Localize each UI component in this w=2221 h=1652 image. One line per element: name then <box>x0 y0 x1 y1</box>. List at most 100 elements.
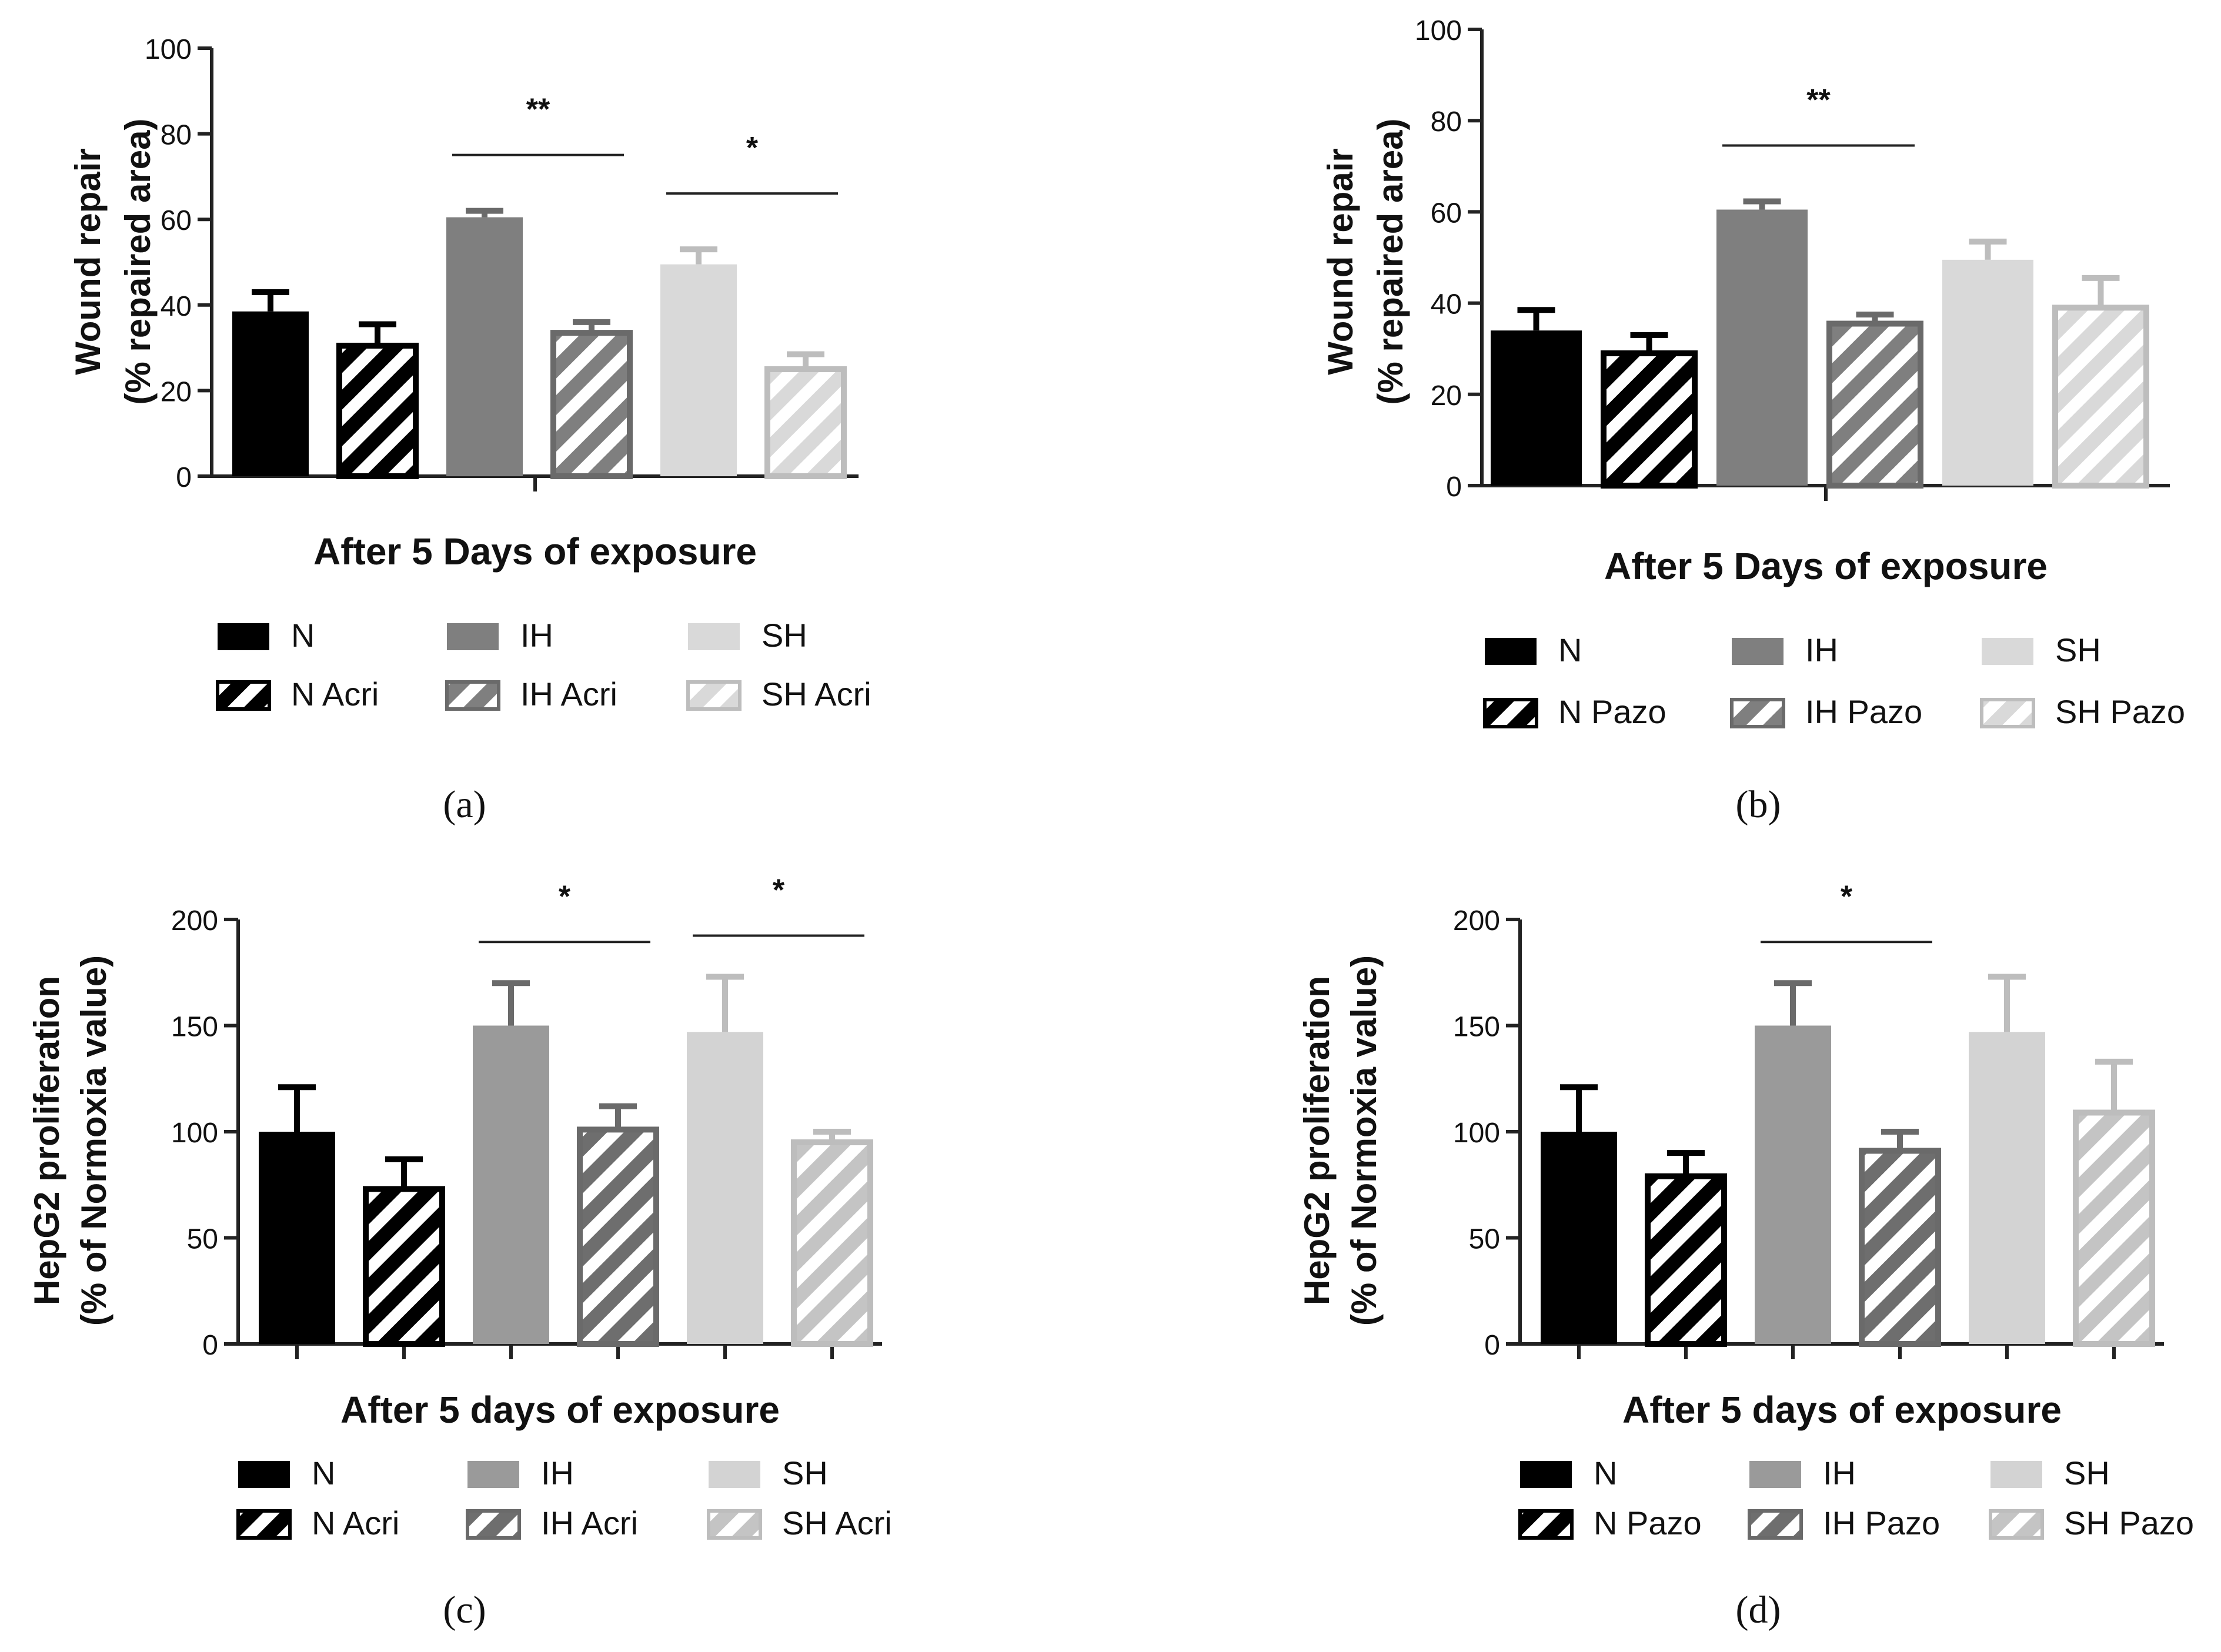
panel-c: 0 50 100 150 200 HepG2 proliferation (% of Nor… <box>27 873 892 1631</box>
y-tick-label: 40 <box>1431 289 1462 320</box>
panel-caption: (a) <box>443 783 486 826</box>
significance-label: ** <box>526 93 550 127</box>
legend-swatch <box>447 623 499 650</box>
bar-sh-acri <box>791 1139 873 1347</box>
legend-swatch <box>1520 1461 1572 1488</box>
bar-sh <box>660 264 737 476</box>
y-axis-label: HepG2 proliferation <box>27 976 66 1305</box>
panel-caption: (c) <box>443 1589 486 1631</box>
bar-ih-pazo <box>1859 1148 1941 1347</box>
legend-swatch <box>686 680 742 711</box>
legend-label: SH Acri <box>782 1504 892 1541</box>
panel-caption: (b) <box>1736 783 1781 826</box>
legend-label: N <box>291 617 315 654</box>
bar-n <box>1541 1132 1617 1344</box>
y-tick-label: 0 <box>202 1330 218 1361</box>
bar-n-acri <box>363 1186 445 1347</box>
legend-label: N Pazo <box>1594 1504 1702 1541</box>
y-tick-label: 100 <box>1415 15 1462 46</box>
legend-swatch <box>1485 638 1537 665</box>
x-axis-label: After 5 Days of exposure <box>1604 545 2048 587</box>
legend-label: IH Acri <box>541 1504 638 1541</box>
legend-label: IH Pazo <box>1823 1504 1940 1541</box>
bar-n <box>259 1132 335 1344</box>
bar-ih <box>446 217 523 476</box>
y-axis-label-line2: (% of Normoxia value) <box>1344 955 1384 1326</box>
bar-n-pazo <box>1601 350 1698 489</box>
legend-swatch <box>1982 638 2033 665</box>
y-tick-label: 200 <box>1453 905 1500 937</box>
bar-n-acri <box>336 342 419 480</box>
panel-b: 0 20 40 60 80 100 Wound repair (% repaired area… <box>1321 15 2185 826</box>
legend-label: IH <box>1823 1454 1856 1492</box>
legend-swatch <box>707 1509 762 1540</box>
legend-label: SH <box>2064 1454 2110 1492</box>
legend-label: IH <box>541 1454 574 1492</box>
legend-label: SH <box>782 1454 828 1492</box>
y-tick-label: 50 <box>1469 1224 1500 1255</box>
y-axis-label-line2: (% of Normoxia value) <box>74 955 113 1326</box>
legend-label: N <box>312 1454 335 1492</box>
bar-n <box>232 311 309 476</box>
bar-ih <box>1716 209 1808 486</box>
bar-ih-acri <box>577 1126 659 1347</box>
bar-sh-acri <box>764 366 847 479</box>
y-tick-label: 200 <box>171 905 218 937</box>
legend-label: SH <box>762 617 807 654</box>
bar-ih <box>473 1025 549 1344</box>
legend-swatch <box>1980 698 2035 728</box>
significance-label: * <box>773 873 785 907</box>
y-tick-label: 20 <box>1431 380 1462 412</box>
bar-sh-pazo <box>2073 1109 2155 1347</box>
legend-label: SH Acri <box>762 675 871 713</box>
legend-label: SH Pazo <box>2064 1504 2194 1541</box>
legend-label: IH Pazo <box>1805 693 1922 730</box>
legend-label: SH <box>2055 631 2101 668</box>
y-tick-label: 20 <box>161 376 192 407</box>
y-tick-label: 150 <box>1453 1012 1500 1043</box>
x-axis-label: After 5 days of exposure <box>1622 1389 2062 1431</box>
y-tick-label: 60 <box>1431 198 1462 229</box>
y-tick-label: 100 <box>171 1118 218 1149</box>
legend-label: N Acri <box>312 1504 399 1541</box>
legend-swatch <box>238 1461 290 1488</box>
legend-swatch <box>1989 1509 2044 1540</box>
legend-label: N Acri <box>291 675 379 713</box>
y-tick-label: 0 <box>1446 471 1462 503</box>
y-tick-label: 0 <box>1484 1330 1500 1361</box>
legend-label: N Pazo <box>1558 693 1666 730</box>
legend-swatch <box>445 680 500 711</box>
y-axis-label-line2: (% repaired area) <box>1371 119 1410 405</box>
bar-n <box>1491 330 1582 486</box>
bar-sh-pazo <box>2052 305 2149 489</box>
y-tick-label: 80 <box>161 120 192 151</box>
legend-label: SH Pazo <box>2055 693 2185 730</box>
y-axis-label: HepG2 proliferation <box>1297 976 1337 1305</box>
legend-label: IH <box>520 617 553 654</box>
bar-sh <box>1942 259 2033 486</box>
y-axis-label-line2: (% repaired area) <box>118 119 158 405</box>
legend-swatch <box>218 623 269 650</box>
y-tick-label: 80 <box>1431 106 1462 138</box>
bar-ih <box>1755 1025 1831 1344</box>
y-tick-label: 60 <box>161 205 192 236</box>
bar-sh <box>687 1032 763 1344</box>
legend-label: N <box>1558 631 1582 668</box>
panel-caption: (d) <box>1736 1589 1781 1631</box>
panel-d: 0 50 100 150 200 HepG2 proliferation (% of Nor… <box>1297 879 2194 1631</box>
significance-label: * <box>746 131 759 165</box>
y-tick-label: 0 <box>176 462 192 493</box>
y-tick-label: 100 <box>145 34 192 65</box>
legend-swatch <box>466 1509 521 1540</box>
bar-ih-pazo <box>1826 320 1923 489</box>
legend-swatch <box>1730 698 1785 728</box>
legend-swatch <box>1748 1509 1803 1540</box>
panel-a: 0 20 40 60 80 100 Wound repair (% repaired area… <box>68 34 871 826</box>
significance-label: * <box>1841 879 1853 914</box>
y-tick-label: 100 <box>1453 1118 1500 1149</box>
x-axis-label: After 5 days of exposure <box>340 1389 780 1431</box>
legend-swatch <box>467 1461 519 1488</box>
y-tick-label: 40 <box>161 291 192 322</box>
x-axis-label: After 5 Days of exposure <box>313 530 757 573</box>
legend-swatch <box>688 623 740 650</box>
